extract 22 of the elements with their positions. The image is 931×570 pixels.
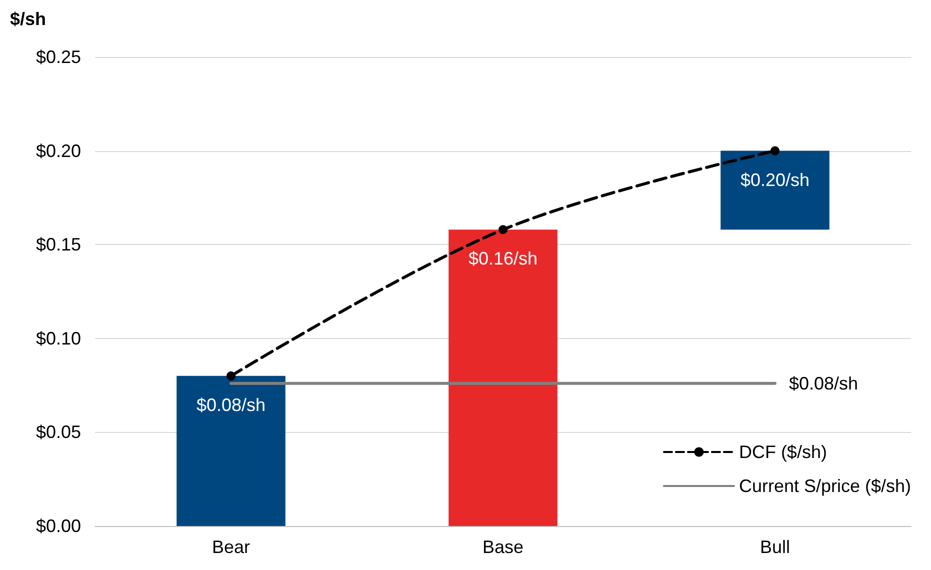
- y-tick-label: $0.25: [36, 47, 81, 67]
- data-label: $0.08/sh: [196, 394, 266, 415]
- y-tick-label: $0.15: [36, 234, 81, 255]
- y-axis-title: $/sh: [10, 9, 46, 29]
- bar: [720, 150, 830, 230]
- y-tick-label: $0.10: [36, 328, 81, 348]
- data-label: $0.08/sh: [789, 373, 858, 394]
- x-tick-label: Base: [482, 537, 524, 557]
- point: [226, 371, 236, 380]
- x-tick-label: Bear: [212, 537, 250, 557]
- legend-label: Current S/price ($/sh): [738, 476, 912, 496]
- bar: [448, 230, 558, 526]
- x-tick-label: Bull: [760, 537, 790, 557]
- legend-label: DCF ($/sh): [738, 442, 827, 462]
- y-tick-label: $0.20: [36, 140, 81, 161]
- data-label: $0.16/sh: [468, 248, 538, 269]
- bar: [176, 376, 286, 526]
- y-tick-label: $0.05: [36, 422, 81, 442]
- point: [770, 146, 780, 156]
- data-label: $0.20/sh: [740, 170, 810, 190]
- y-tick-label: $0.00: [36, 516, 81, 536]
- point: [498, 225, 508, 234]
